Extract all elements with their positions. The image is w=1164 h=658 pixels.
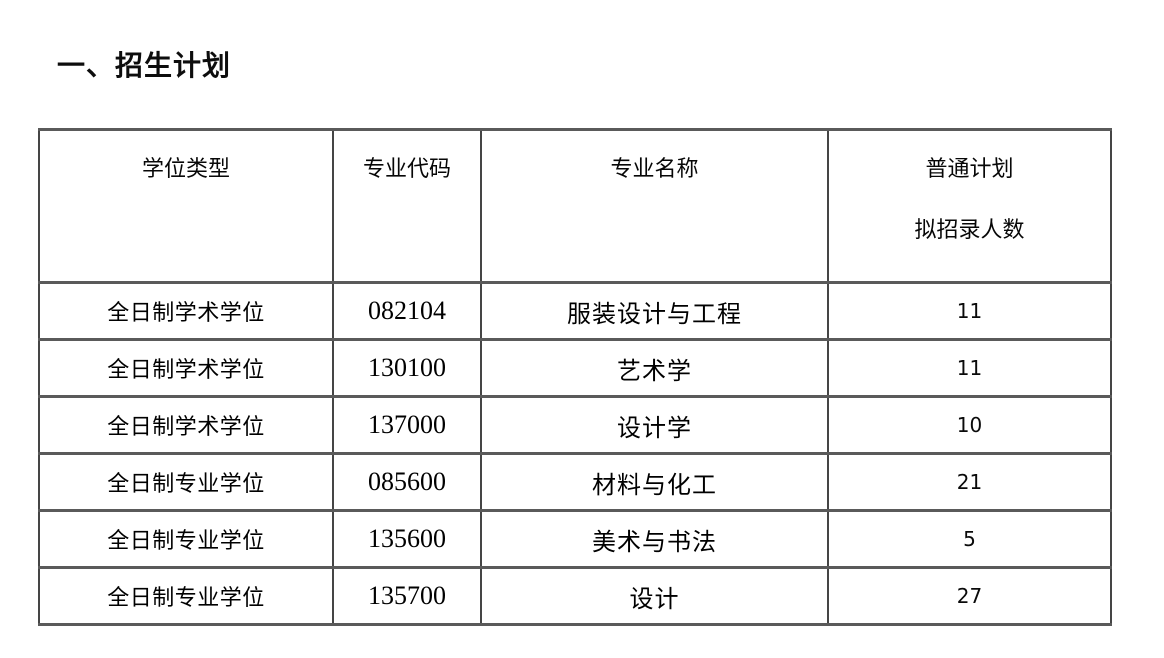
table-row: 全日制学术学位 082104 服装设计与工程 11 xyxy=(38,281,1112,341)
header-major-code: 专业代码 xyxy=(332,128,482,284)
header-planned-enrollment-line1: 普通计划 xyxy=(925,156,1014,181)
cell-planned-enrollment: 11 xyxy=(827,281,1112,341)
cell-major-code: 130100 xyxy=(332,338,482,398)
cell-degree-type: 全日制专业学位 xyxy=(38,566,334,626)
cell-major-code: 135600 xyxy=(332,509,482,569)
cell-major-name: 设计 xyxy=(480,566,829,626)
cell-major-code: 082104 xyxy=(332,281,482,341)
table-row: 全日制专业学位 085600 材料与化工 21 xyxy=(38,452,1112,512)
cell-planned-enrollment: 5 xyxy=(827,509,1112,569)
table-row: 全日制学术学位 130100 艺术学 11 xyxy=(38,338,1112,398)
cell-degree-type: 全日制学术学位 xyxy=(38,338,334,398)
table-row: 全日制专业学位 135700 设计 27 xyxy=(38,566,1112,626)
cell-degree-type: 全日制学术学位 xyxy=(38,395,334,455)
cell-degree-type: 全日制学术学位 xyxy=(38,281,334,341)
header-planned-enrollment-line2: 拟招录人数 xyxy=(914,217,1025,242)
cell-degree-type: 全日制专业学位 xyxy=(38,509,334,569)
enrollment-plan-table: 学位类型 专业代码 专业名称 普通计划 拟招录人数 全日制学术学位 082104… xyxy=(38,128,1112,626)
cell-major-name: 设计学 xyxy=(480,395,829,455)
cell-major-code: 085600 xyxy=(332,452,482,512)
header-major-name: 专业名称 xyxy=(480,128,829,284)
table-row: 全日制学术学位 137000 设计学 10 xyxy=(38,395,1112,455)
header-degree-type: 学位类型 xyxy=(38,128,334,284)
cell-major-name: 材料与化工 xyxy=(480,452,829,512)
cell-planned-enrollment: 11 xyxy=(827,338,1112,398)
cell-major-code: 135700 xyxy=(332,566,482,626)
cell-major-name: 服装设计与工程 xyxy=(480,281,829,341)
cell-planned-enrollment: 10 xyxy=(827,395,1112,455)
cell-degree-type: 全日制专业学位 xyxy=(38,452,334,512)
cell-planned-enrollment: 21 xyxy=(827,452,1112,512)
cell-planned-enrollment: 27 xyxy=(827,566,1112,626)
table-row: 全日制专业学位 135600 美术与书法 5 xyxy=(38,509,1112,569)
section-title: 一、招生计划 xyxy=(57,50,232,81)
cell-major-name: 艺术学 xyxy=(480,338,829,398)
header-planned-enrollment: 普通计划 拟招录人数 xyxy=(827,128,1112,284)
cell-major-name: 美术与书法 xyxy=(480,509,829,569)
cell-major-code: 137000 xyxy=(332,395,482,455)
header-row: 学位类型 专业代码 专业名称 普通计划 拟招录人数 xyxy=(38,128,1112,284)
